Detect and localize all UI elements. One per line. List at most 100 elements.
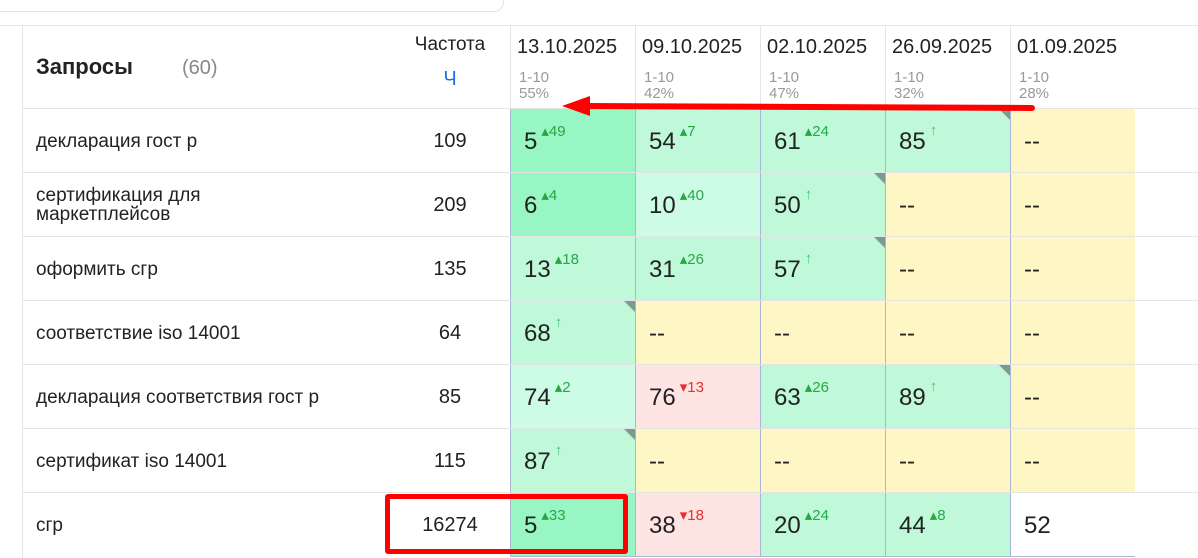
position-value: -- [1024, 256, 1040, 283]
position-change: ▴26 [804, 379, 829, 396]
position-value: -- [1024, 128, 1040, 155]
position-change: ▴4 [541, 187, 558, 204]
date-column-header[interactable]: 09.10.2025 1-10 42% [635, 26, 760, 108]
position-change: ▴18 [554, 251, 579, 268]
position-cell[interactable]: 74 ▴2 [510, 365, 635, 429]
date-label: 26.09.2025 [892, 36, 993, 58]
position-value: 76 [649, 384, 676, 411]
frequency-value: 64 [438, 321, 462, 344]
position-cell[interactable]: -- [885, 173, 1010, 237]
query-text[interactable]: соответствие iso 14001 [36, 301, 336, 365]
percent-label: 55% [519, 85, 550, 102]
query-text[interactable]: сертификация для маркетплейсов [36, 173, 336, 237]
query-text[interactable]: декларация гост р [36, 109, 336, 173]
position-cell[interactable]: 89 ↑ [885, 365, 1010, 429]
position-change: ↑ [804, 186, 813, 203]
date-column-header[interactable]: 01.09.2025 1-10 28% [1010, 26, 1135, 108]
query-text[interactable]: оформить сгр [36, 237, 336, 301]
queries-header: Запросы [36, 54, 133, 79]
position-value: 54 [649, 128, 676, 155]
position-cell[interactable]: 50 ↑ [760, 173, 885, 237]
position-cell[interactable]: 54 ▴7 [635, 109, 760, 173]
query-text[interactable]: сертификат iso 14001 [36, 429, 336, 493]
date-label: 09.10.2025 [642, 36, 743, 58]
position-value: -- [1024, 320, 1040, 347]
corner-marker-icon [624, 301, 635, 312]
frequency-type-toggle[interactable]: Ч [443, 68, 457, 90]
position-change: ▴26 [679, 251, 704, 268]
position-value: 74 [524, 384, 551, 411]
position-change: ▴24 [804, 123, 829, 140]
position-cell[interactable]: 10 ▴40 [635, 173, 760, 237]
position-cell[interactable]: -- [1010, 173, 1135, 237]
position-value: -- [774, 448, 790, 475]
position-change: ↑ [804, 250, 813, 267]
date-label: 01.09.2025 [1017, 36, 1118, 58]
position-cell[interactable]: 61 ▴24 [760, 109, 885, 173]
query-text[interactable]: сгр [36, 493, 336, 557]
position-cell[interactable]: 57 ↑ [760, 237, 885, 301]
frequency-value: 209 [433, 193, 467, 216]
position-value: 10 [649, 192, 676, 219]
position-cell[interactable]: 63 ▴26 [760, 365, 885, 429]
position-value: -- [899, 320, 915, 347]
position-cell[interactable]: 6 ▴4 [510, 173, 635, 237]
position-cell[interactable]: -- [885, 301, 1010, 365]
query-label: сертификат iso 14001 [36, 450, 228, 472]
position-cell[interactable]: -- [1010, 365, 1135, 429]
position-value: 13 [524, 256, 551, 283]
position-cell[interactable]: -- [1010, 301, 1135, 365]
position-cell[interactable]: 38 ▾18 [635, 493, 760, 557]
queries-count: (60) [182, 57, 218, 79]
position-change: ↑ [554, 442, 563, 459]
position-cell[interactable]: 20 ▴24 [760, 493, 885, 557]
position-cell[interactable]: -- [635, 301, 760, 365]
frequency-value: 85 [438, 385, 462, 408]
divider [0, 25, 1198, 26]
position-cell[interactable]: 52 [1010, 493, 1135, 557]
position-change: ↑ [929, 122, 938, 139]
query-label: декларация соответствия гост р [36, 386, 320, 408]
divider [22, 26, 23, 558]
frequency-value: 135 [433, 257, 467, 280]
position-value: 5 [524, 512, 538, 539]
position-value: 44 [899, 512, 926, 539]
corner-marker-icon [999, 109, 1010, 120]
position-value: 50 [774, 192, 801, 219]
position-cell[interactable]: 5 ▴33 [510, 493, 635, 557]
position-change: ▾18 [679, 507, 704, 524]
date-label: 13.10.2025 [517, 36, 618, 58]
date-column-header[interactable]: 02.10.2025 1-10 47% [760, 26, 885, 108]
position-cell[interactable]: -- [1010, 429, 1135, 493]
position-value: 38 [649, 512, 676, 539]
position-cell[interactable]: 87 ↑ [510, 429, 635, 493]
position-cell[interactable]: 5 ▴49 [510, 109, 635, 173]
position-cell[interactable]: -- [1010, 109, 1135, 173]
position-value: 31 [649, 256, 676, 283]
position-cell[interactable]: 76 ▾13 [635, 365, 760, 429]
position-change: ▴40 [679, 187, 704, 204]
frequency-header[interactable]: Частота [414, 34, 486, 55]
range-label: 1-10 [769, 69, 800, 86]
range-label: 1-10 [519, 69, 550, 86]
position-value: 63 [774, 384, 801, 411]
position-value: 57 [774, 256, 801, 283]
position-cell[interactable]: -- [635, 429, 760, 493]
position-value: -- [899, 192, 915, 219]
percent-label: 47% [769, 85, 800, 102]
query-text[interactable]: декларация соответствия гост р [36, 365, 336, 429]
corner-marker-icon [874, 173, 885, 184]
position-value: -- [774, 320, 790, 347]
table-row: сертификация для маркетплейсов 209 6 ▴4 1… [22, 172, 1198, 237]
position-value: 20 [774, 512, 801, 539]
position-value: 89 [899, 384, 926, 411]
date-column-header[interactable]: 13.10.2025 1-10 55% [510, 26, 635, 108]
top-range-stat: 1-10 47% [769, 70, 799, 102]
position-change: ▴2 [554, 379, 571, 396]
position-value: -- [1024, 384, 1040, 411]
position-value: -- [899, 256, 915, 283]
query-label: сертификация для маркетплейсов [36, 185, 201, 225]
date-column-header[interactable]: 26.09.2025 1-10 32% [885, 26, 1010, 108]
position-cell[interactable]: 44 ▴8 [885, 493, 1010, 557]
